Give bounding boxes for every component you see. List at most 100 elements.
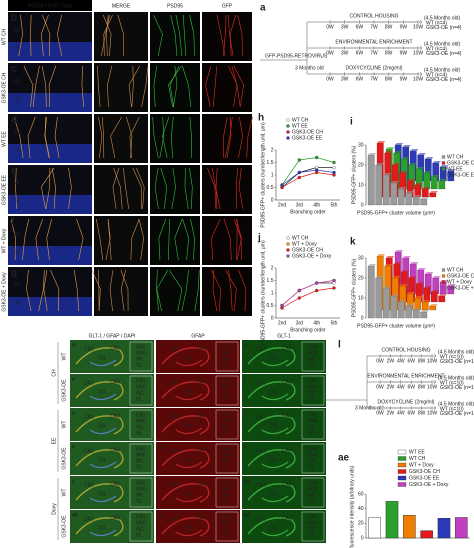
region-label: CA3 bbox=[282, 379, 292, 385]
legend-label: WT CH bbox=[409, 456, 426, 462]
week-label: 2W bbox=[387, 384, 395, 390]
week-label: 10W bbox=[413, 50, 424, 56]
layer-label: EML bbox=[222, 412, 233, 418]
legend-label: GSK3-OE EE bbox=[447, 172, 474, 178]
dendrite bbox=[238, 167, 244, 210]
layer-label: IML bbox=[308, 458, 317, 464]
region-label: CA3 bbox=[110, 379, 120, 385]
cohort: WT (n=10) bbox=[440, 380, 464, 386]
dendrite bbox=[112, 167, 120, 210]
micrograph bbox=[150, 12, 200, 61]
x-tick-label: 5th bbox=[331, 202, 338, 208]
dendrite bbox=[42, 14, 51, 57]
dentate bbox=[261, 359, 289, 367]
layer-label: IML bbox=[136, 424, 145, 430]
dendrite bbox=[109, 269, 114, 312]
dendrite bbox=[105, 218, 111, 261]
dendrite bbox=[159, 116, 165, 159]
legend-label: GSK3-OE CH bbox=[409, 469, 440, 475]
week-label: 10W bbox=[413, 76, 424, 82]
legend-label: WT + Doxy bbox=[409, 462, 434, 468]
cohort: GSK3-OE (n=4) bbox=[426, 77, 462, 83]
legend-swatch bbox=[397, 462, 407, 468]
dendrite bbox=[182, 14, 187, 57]
legend-label: GSK3-OE CH bbox=[292, 129, 323, 135]
week-label: 2W bbox=[387, 358, 395, 364]
week-label: 0W bbox=[376, 358, 384, 364]
dendrite bbox=[169, 65, 180, 108]
legend-label: GSK3-OE EE bbox=[409, 475, 440, 481]
bar-top bbox=[407, 179, 416, 181]
row-label: WT EE bbox=[1, 130, 7, 146]
dentate bbox=[175, 427, 203, 435]
dendrite bbox=[81, 65, 84, 108]
dendrite bbox=[158, 218, 167, 261]
panel-letter: z bbox=[158, 478, 161, 484]
layer-label: GL bbox=[14, 45, 21, 51]
hippocampus bbox=[247, 415, 296, 435]
condition-label: CH bbox=[51, 369, 57, 377]
dendrite bbox=[229, 14, 237, 57]
panel-letter: j bbox=[257, 233, 261, 244]
bar bbox=[390, 182, 398, 206]
dendrite bbox=[189, 14, 195, 57]
panel-letter: v bbox=[72, 444, 75, 450]
bar-top bbox=[383, 286, 392, 288]
panel-letter: b bbox=[11, 13, 17, 24]
legend-swatch bbox=[441, 161, 446, 165]
group-name: DOXYCYCLINE (2mg/ml) bbox=[378, 399, 435, 405]
bar-top bbox=[384, 151, 393, 153]
dendrite bbox=[98, 116, 103, 159]
bar bbox=[438, 295, 446, 303]
legend-swatch bbox=[441, 173, 446, 177]
bar-top bbox=[377, 141, 386, 143]
micrograph bbox=[94, 12, 148, 61]
layer-label: ML bbox=[14, 282, 21, 288]
bar-top bbox=[399, 284, 408, 286]
week-label: 6W bbox=[407, 410, 415, 416]
y-tick-label: 1.5 bbox=[267, 160, 274, 166]
dendrite bbox=[171, 167, 176, 210]
dentate bbox=[89, 359, 117, 367]
bar-top bbox=[375, 276, 384, 278]
panel-letter: o bbox=[244, 342, 247, 348]
dendrite bbox=[194, 269, 200, 312]
region-label: CA1 bbox=[256, 482, 266, 488]
dentate bbox=[175, 529, 203, 537]
layer-label: GL bbox=[222, 396, 229, 402]
legend-label: GSK3-OE + Doxy bbox=[447, 285, 474, 291]
region-label: CA3 bbox=[196, 481, 206, 487]
layer-label: IML bbox=[222, 390, 231, 396]
point bbox=[280, 183, 284, 187]
week-label: 10W bbox=[427, 358, 438, 364]
week-label: 10W bbox=[427, 410, 438, 416]
dendrite bbox=[207, 167, 217, 210]
bar-top bbox=[386, 147, 395, 149]
region-label: CA3 bbox=[196, 345, 206, 351]
layer-label: EML bbox=[136, 344, 147, 350]
column-header: GLT-1 / GFAP / DAPI bbox=[89, 333, 136, 339]
micrograph bbox=[94, 216, 148, 265]
point bbox=[280, 303, 284, 308]
timeline-bar bbox=[380, 381, 432, 383]
x-axis-label: Branching order bbox=[290, 327, 326, 333]
hippocampus bbox=[75, 517, 124, 537]
dentate bbox=[261, 461, 289, 469]
group-name: ENVIRONMENTAL ENRICHMENT bbox=[367, 373, 444, 379]
y-tick-label: 2 bbox=[271, 265, 274, 271]
y-tick-label: 0 bbox=[271, 197, 274, 203]
legend-label: WT + Doxy bbox=[292, 241, 317, 247]
legend-marker bbox=[286, 130, 290, 134]
week-label: 10W bbox=[413, 24, 424, 30]
bar bbox=[367, 154, 375, 206]
group-name: CONTROL HOUSING bbox=[382, 347, 431, 353]
bar bbox=[390, 295, 398, 319]
dentate bbox=[89, 461, 117, 469]
panel-letter: ac bbox=[158, 512, 164, 518]
dapi-band bbox=[8, 93, 92, 112]
bar-top bbox=[416, 167, 425, 169]
bar-top bbox=[410, 149, 419, 151]
region-label: DG bbox=[98, 423, 106, 429]
bar-top bbox=[377, 254, 386, 256]
region-label: DG bbox=[270, 355, 278, 361]
